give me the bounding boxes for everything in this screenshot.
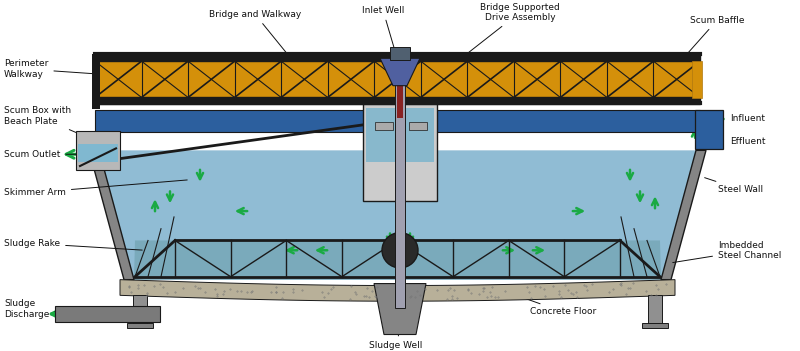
Bar (55, 306, 160, 322)
Text: Steel Wall: Steel Wall (705, 178, 763, 194)
Bar (642, 323, 668, 327)
Text: Concrete Floor: Concrete Floor (502, 290, 596, 317)
Polygon shape (380, 58, 420, 86)
Bar (390, 46, 410, 60)
Bar (393, 295, 407, 325)
Text: Sludge
Discharge: Sludge Discharge (4, 299, 58, 319)
Polygon shape (134, 240, 661, 280)
Text: Inlet Well: Inlet Well (362, 6, 404, 52)
Text: Sludge Well: Sludge Well (370, 331, 422, 350)
Bar (366, 108, 434, 162)
Bar (695, 110, 723, 150)
Text: Bridge Supported
Drive Assembly: Bridge Supported Drive Assembly (462, 2, 560, 58)
Bar (133, 295, 147, 325)
Bar (95, 54, 700, 61)
Text: Sludge Rake: Sludge Rake (4, 239, 142, 250)
Text: Effluent: Effluent (730, 137, 766, 146)
Text: Skimmer Arm: Skimmer Arm (4, 180, 187, 197)
Text: Scum Outlet: Scum Outlet (4, 150, 84, 159)
Bar (395, 58, 405, 308)
Polygon shape (661, 150, 706, 280)
Bar (97, 61, 698, 98)
Polygon shape (95, 150, 700, 280)
Text: Scum Baffle: Scum Baffle (687, 15, 745, 54)
Bar (92, 54, 100, 109)
Bar (409, 122, 427, 130)
Bar (95, 110, 700, 132)
Text: Imbedded
Steel Channel: Imbedded Steel Channel (673, 240, 782, 263)
Bar (692, 61, 702, 98)
Text: Perimeter
Walkway: Perimeter Walkway (4, 59, 94, 79)
Polygon shape (89, 150, 134, 280)
Bar (78, 145, 118, 162)
Text: Influent: Influent (730, 114, 765, 124)
Bar (363, 100, 437, 201)
Bar (397, 84, 403, 118)
Bar (95, 98, 700, 104)
Bar (387, 323, 413, 327)
Bar (375, 122, 393, 130)
Circle shape (382, 233, 418, 268)
Bar (76, 131, 120, 170)
Bar (127, 323, 153, 327)
Text: Scum Box with
Beach Plate: Scum Box with Beach Plate (4, 106, 86, 137)
Polygon shape (120, 280, 675, 301)
Polygon shape (374, 284, 426, 335)
Text: Bridge and Walkway: Bridge and Walkway (209, 10, 301, 55)
Bar (648, 295, 662, 325)
